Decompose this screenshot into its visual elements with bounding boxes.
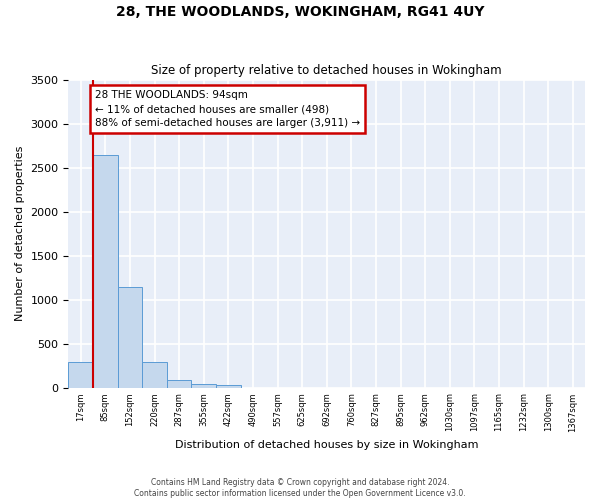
Y-axis label: Number of detached properties: Number of detached properties	[15, 146, 25, 321]
Text: Contains HM Land Registry data © Crown copyright and database right 2024.
Contai: Contains HM Land Registry data © Crown c…	[134, 478, 466, 498]
Bar	[191, 384, 216, 388]
Bar	[167, 380, 191, 388]
Bar	[118, 287, 142, 388]
Title: Size of property relative to detached houses in Wokingham: Size of property relative to detached ho…	[151, 64, 502, 77]
X-axis label: Distribution of detached houses by size in Wokingham: Distribution of detached houses by size …	[175, 440, 478, 450]
Bar	[142, 362, 167, 388]
Text: 28, THE WOODLANDS, WOKINGHAM, RG41 4UY: 28, THE WOODLANDS, WOKINGHAM, RG41 4UY	[116, 5, 484, 19]
Text: 28 THE WOODLANDS: 94sqm
← 11% of detached houses are smaller (498)
88% of semi-d: 28 THE WOODLANDS: 94sqm ← 11% of detache…	[95, 90, 360, 128]
Bar	[68, 362, 93, 388]
Bar	[93, 155, 118, 388]
Bar	[216, 385, 241, 388]
